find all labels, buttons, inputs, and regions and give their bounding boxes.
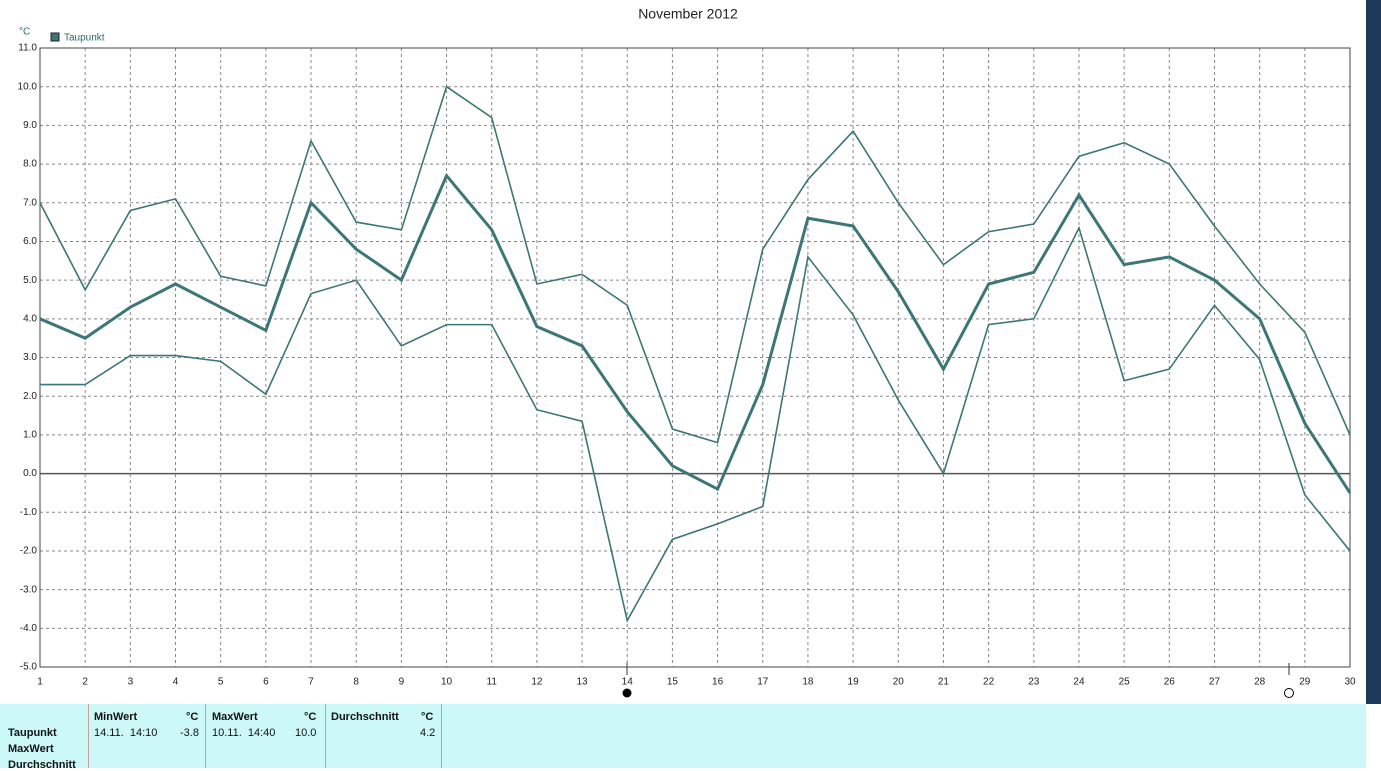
chart-title: November 2012 [638,6,738,22]
y-tick-label: 3.0 [23,352,37,363]
y-tick-label: 10.0 [18,81,38,92]
y-tick-label: 2.0 [23,391,37,402]
x-tick-label: 15 [667,677,679,688]
x-tick-label: 8 [353,677,359,688]
y-tick-label: -2.0 [20,546,38,557]
x-tick-label: 4 [173,677,179,688]
y-tick-label: 0.0 [23,468,37,479]
x-tick-label: 20 [893,677,905,688]
screen-edge [1366,0,1381,704]
x-tick-label: 21 [938,677,950,688]
y-tick-label: -1.0 [20,507,38,518]
x-tick-label: 11 [487,677,498,688]
data-line [40,225,1351,623]
col-unit: °C [304,711,317,723]
cell-value: 10.0 [295,727,317,739]
x-tick-label: 9 [399,677,405,688]
y-tick-label: 11.0 [18,43,37,54]
y-tick-label: 8.0 [23,159,37,170]
x-tick-label: 26 [1164,677,1176,688]
x-tick-label: 2 [82,677,88,688]
col-unit: °C [421,711,434,723]
summary-table: Taupunkt MaxWert Durchschnitt MinWert °C… [0,704,1366,771]
full-moon-icon [622,688,632,698]
y-tick-label: 4.0 [23,313,37,324]
x-tick-label: 22 [983,677,995,688]
col-header: MaxWert [212,711,258,723]
row-label: Durchschnitt [8,759,76,771]
y-tick-label: 6.0 [23,236,37,247]
x-tick-label: 18 [802,677,814,688]
y-tick-label: -4.0 [20,623,38,634]
x-tick-label: 7 [308,677,314,688]
x-tick-label: 19 [848,677,860,688]
x-tick-label: 13 [577,677,589,688]
x-tick-label: 10 [441,677,453,688]
row-label: MaxWert [8,743,54,755]
data-line [39,172,1352,494]
x-tick-label: 3 [128,677,134,688]
y-unit: °C [19,27,30,38]
x-tick-label: 30 [1344,677,1356,688]
x-tick-label: 29 [1299,677,1311,688]
x-tick-label: 17 [757,677,769,688]
y-tick-label: -5.0 [20,662,38,673]
cell-value: -3.8 [180,727,199,739]
chart: November 2012 °C Taupunkt -5.0 -4.0 -3.0 -2… [18,0,1381,704]
x-tick-label: 24 [1073,677,1085,688]
plot-frame [39,47,1351,668]
cell-time: 10.11. 14:40 [212,727,276,739]
legend-label: Taupunkt [64,33,105,44]
new-moon-icon [1284,688,1294,698]
data-line [39,85,1351,444]
x-tick-label: 1 [37,677,43,688]
legend-swatch [50,32,60,42]
row-label: Taupunkt [8,727,57,739]
cell-value: 4.2 [420,727,436,739]
col-header: Durchschnitt [331,711,399,723]
x-tick-label: 5 [218,677,224,688]
x-tick-label: 6 [263,677,269,688]
x-tick-label: 28 [1254,677,1266,688]
x-tick-label: 12 [531,677,543,688]
x-tick-label: 16 [712,677,724,688]
col-header: MinWert [94,711,138,723]
y-tick-label: 1.0 [23,430,37,441]
x-tick-label: 23 [1028,677,1040,688]
x-tick-label: 27 [1209,677,1221,688]
y-tick-label: 5.0 [23,275,37,286]
y-tick-label: -3.0 [20,584,38,595]
y-tick-label: 9.0 [23,120,37,131]
cell-time: 14.11. 14:10 [94,727,158,739]
y-tick-label: 7.0 [23,197,37,208]
col-unit: °C [186,711,199,723]
x-tick-label: 14 [622,677,634,688]
x-tick-label: 25 [1119,677,1131,688]
